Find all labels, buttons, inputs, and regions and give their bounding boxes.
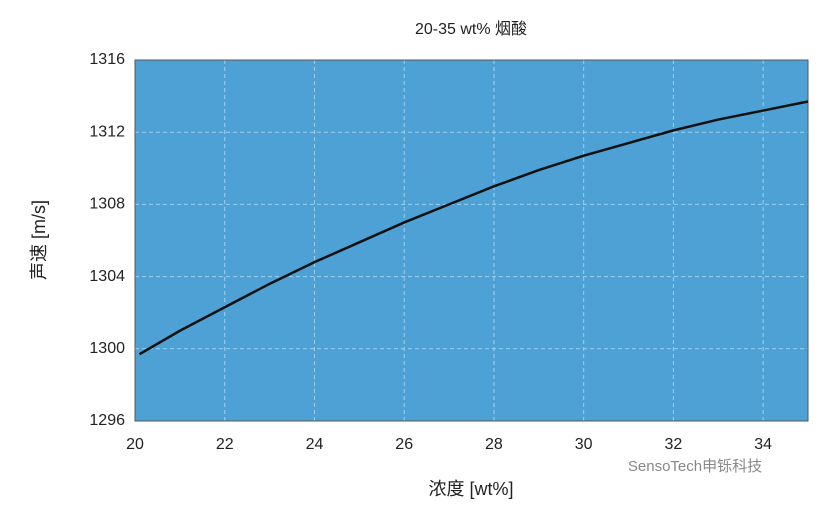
plot-area <box>135 60 808 421</box>
x-tick-label: 34 <box>754 436 772 453</box>
chart-title: 20-35 wt% 烟酸 <box>415 20 527 38</box>
y-tick-label: 1296 <box>89 412 125 429</box>
x-tick-label: 22 <box>216 436 234 453</box>
x-tick-label: 26 <box>395 436 413 453</box>
y-axis-label: 声速 [m/s] <box>29 200 49 280</box>
x-axis-label: 浓度 [wt%] <box>428 479 513 499</box>
x-tick-label: 32 <box>665 436 683 453</box>
x-tick-label: 24 <box>306 436 324 453</box>
x-tick-label: 30 <box>575 436 593 453</box>
watermark: SensoTech申铄科技 <box>628 458 762 475</box>
data-line <box>138 100 809 356</box>
y-tick-label: 1316 <box>89 51 125 68</box>
y-tick-label: 1312 <box>89 123 125 140</box>
y-tick-label: 1308 <box>89 196 125 213</box>
plot-frame <box>134 59 809 422</box>
y-tick-label: 1304 <box>89 268 125 285</box>
x-tick-label: 20 <box>126 436 144 453</box>
x-tick-label: 28 <box>485 436 503 453</box>
y-tick-label: 1300 <box>89 340 125 357</box>
